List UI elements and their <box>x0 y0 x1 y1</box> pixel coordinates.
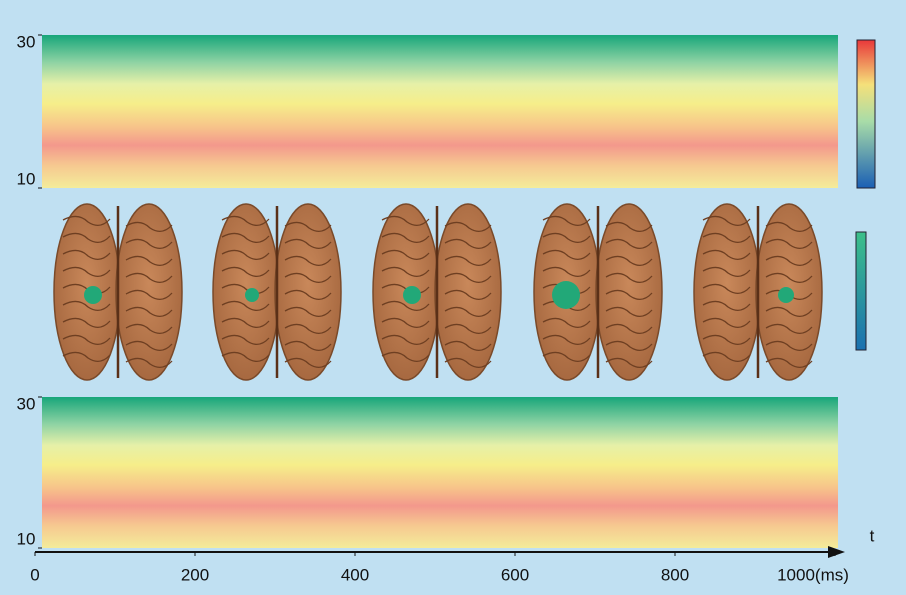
x-tick-label: 600 <box>501 565 529 584</box>
spectrogram-bottom <box>42 397 838 548</box>
brain <box>694 204 822 380</box>
activation-blob <box>552 281 580 309</box>
brain-hemisphere <box>116 204 182 380</box>
brain-hemisphere <box>694 204 760 380</box>
activation-blob <box>403 286 421 304</box>
brain <box>534 204 662 380</box>
brain-hemisphere <box>275 204 341 380</box>
y-tick-label: 30 <box>17 394 36 413</box>
brain-row <box>54 204 822 380</box>
y-tick-label: 10 <box>17 529 36 548</box>
x-tick-label: 400 <box>341 565 369 584</box>
brain <box>373 204 501 380</box>
x-tick-label: 1000(ms) <box>777 565 849 584</box>
colorbar-source <box>856 232 866 350</box>
y-tick-label: 30 <box>17 32 36 51</box>
y-tick-label: 10 <box>17 169 36 188</box>
brain <box>54 204 182 380</box>
spectrogram-top <box>42 35 838 188</box>
activation-blob <box>778 287 794 303</box>
figure: t 10 30 10 30 0 200 400 600 800 1000(ms) <box>0 0 906 595</box>
x-tick-label: 200 <box>181 565 209 584</box>
activation-blob <box>84 286 102 304</box>
brain <box>213 204 341 380</box>
time-axis-label: t <box>870 526 875 545</box>
page: t 1030103002004006008001000(ms) (() => {… <box>0 0 906 595</box>
x-tick-label: 800 <box>661 565 689 584</box>
activation-blob <box>245 288 259 302</box>
brain-hemisphere <box>596 204 662 380</box>
x-tick-label: 0 <box>30 565 39 584</box>
colorbar-power <box>857 40 875 188</box>
brain-hemisphere <box>435 204 501 380</box>
